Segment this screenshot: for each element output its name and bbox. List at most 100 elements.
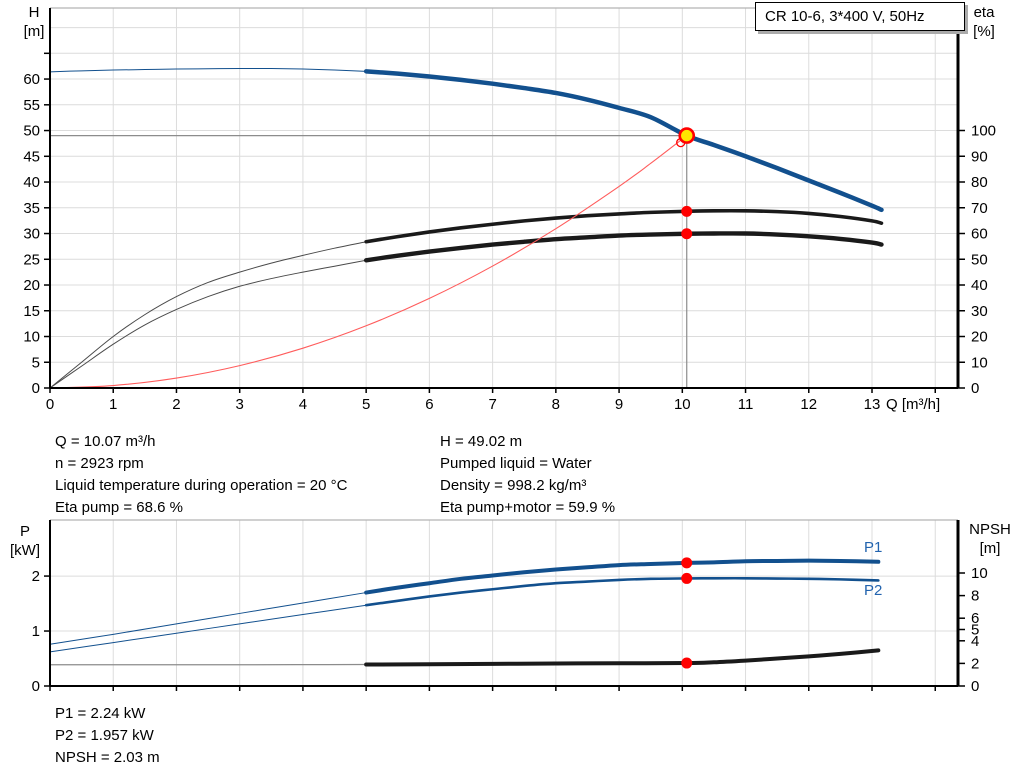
npsh-axis-title-unit: [m] — [979, 540, 1001, 557]
grid — [50, 8, 958, 388]
right-tick-label: 20 — [971, 329, 988, 346]
eta-axis-title-symbol: eta — [973, 4, 995, 21]
x-tick-label: 13 — [864, 396, 881, 413]
info-pumped-liquid: Pumped liquid = Water — [440, 455, 592, 472]
P2-curve — [364, 576, 880, 607]
x-tick-label: 5 — [362, 396, 370, 413]
info-eta-pump-motor: Eta pump+motor = 59.9 % — [440, 499, 616, 516]
right-tick-label: 2 — [971, 655, 979, 672]
right-tick-label: 4 — [971, 633, 979, 650]
head-curve-curve — [363, 69, 884, 213]
P1-curve — [364, 558, 881, 595]
left-tick-label: 0 — [32, 380, 40, 397]
duty-point-marker[interactable] — [678, 127, 696, 144]
operating-point-dot — [681, 657, 693, 669]
info-speed: n = 2923 rpm — [55, 455, 144, 472]
left-tick-label: 15 — [23, 303, 40, 320]
p-axis-title-symbol: P — [19, 523, 30, 540]
x-tick-label: 3 — [236, 396, 244, 413]
right-tick-label: 8 — [971, 588, 979, 605]
x-tick-label: 12 — [800, 396, 817, 413]
right-tick-label: 6 — [971, 610, 979, 627]
x-tick-label: 9 — [615, 396, 623, 413]
h-axis-title-unit: [m] — [23, 23, 45, 40]
right-tick-label: 0 — [971, 380, 979, 397]
left-tick-label: 1 — [32, 623, 40, 640]
eta-pump-curve — [364, 208, 884, 244]
right-tick-label: 40 — [971, 277, 988, 294]
x-tick-label: 10 — [674, 396, 691, 413]
left-tick-label: 60 — [23, 71, 40, 88]
right-tick-label: 5 — [971, 622, 979, 639]
x-tick-label: 8 — [552, 396, 560, 413]
pump-title-box: CR 10-6, 3*400 V, 50Hz — [755, 2, 965, 31]
pump-title-text: CR 10-6, 3*400 V, 50Hz — [765, 8, 925, 25]
duty-info-bottom: P1 = 2.24 kW P2 = 1.957 kW NPSH = 2.03 m — [55, 703, 160, 769]
power-npsh-chart[interactable]: 0 1 2 0 2 456 8 10 — [32, 519, 988, 695]
right-tick-label: 100 — [971, 123, 996, 140]
left-tick-label: 50 — [23, 123, 40, 140]
info-eta-pump: Eta pump = 68.6 % — [55, 499, 183, 516]
info-liquid-temperature: Liquid temperature during operation = 20… — [55, 477, 348, 494]
info-density: Density = 998.2 kg/m³ — [440, 477, 587, 494]
duty-parabola-curve-thin — [49, 135, 688, 389]
right-tick-label: 50 — [971, 251, 988, 268]
left-tick-label: 5 — [32, 354, 40, 371]
head-curve-curve-thin — [49, 67, 367, 73]
npsh-axis-title-symbol: NPSH — [969, 521, 1011, 538]
left-tick-label: 30 — [23, 226, 40, 243]
left-tick-label: 25 — [23, 251, 40, 268]
right-tick-label: 10 — [971, 354, 988, 371]
q-axis-title: Q [m³/h] — [886, 396, 941, 413]
p1-series-label: P1 — [864, 539, 883, 556]
left-tick-label: 35 — [23, 200, 40, 217]
right-tick-label: 10 — [971, 565, 988, 582]
x-tick-label: 0 — [46, 396, 54, 413]
operating-point-dot — [681, 205, 693, 217]
eta-pump-motor-curve — [363, 231, 884, 263]
eta-axis-title: eta [%] — [962, 3, 1006, 41]
operating-point-dot — [681, 557, 693, 569]
left-tick-label: 55 — [23, 97, 40, 114]
info-p2: P2 = 1.957 kW — [55, 727, 154, 744]
x-tick-label: 1 — [109, 396, 117, 413]
x-tick-label: 2 — [172, 396, 180, 413]
eta-pump-curve-thin — [49, 241, 367, 389]
info-p1: P1 = 2.24 kW — [55, 705, 146, 722]
operating-point-dot — [681, 228, 693, 240]
npsh-axis-title: NPSH [m] — [962, 520, 1018, 558]
right-tick-label: 90 — [971, 148, 988, 165]
left-tick-label: 2 — [32, 568, 40, 585]
P1-curve-thin — [49, 592, 367, 645]
p-axis-title: P [kW] — [4, 522, 46, 560]
grid — [50, 520, 958, 686]
info-h: H = 49.02 m — [440, 433, 523, 450]
P2-curve-thin — [49, 604, 367, 653]
right-tick-label: 80 — [971, 174, 988, 191]
info-q: Q = 10.07 m³/h — [55, 433, 156, 450]
NPSH-curve — [364, 648, 881, 667]
left-tick-label: 40 — [23, 174, 40, 191]
left-tick-label: 10 — [23, 329, 40, 346]
right-tick-label: 70 — [971, 200, 988, 217]
left-tick-label: 0 — [32, 678, 40, 695]
p-axis-title-unit: [kW] — [10, 542, 40, 559]
qh-chart[interactable]: 0 1 2 3 4 5 6 7 8 9 10 11 12 130510152025303540455055… — [23, 7, 996, 413]
operating-point-dot — [681, 572, 693, 584]
right-tick-label: 0 — [971, 678, 979, 695]
duty-info-left: Q = 10.07 m³/h n = 2923 rpm Liquid tempe… — [55, 431, 347, 519]
left-tick-label: 20 — [23, 277, 40, 294]
eta-pump-motor-curve-thin — [49, 259, 367, 389]
info-npsh: NPSH = 2.03 m — [55, 749, 160, 766]
right-tick-label: 30 — [971, 303, 988, 320]
p2-series-label: P2 — [864, 582, 883, 599]
left-tick-label: 45 — [23, 148, 40, 165]
h-axis-title: H [m] — [14, 3, 54, 41]
x-tick-label: 4 — [299, 396, 307, 413]
eta-axis-title-unit: [%] — [973, 23, 995, 40]
duty-info-right: H = 49.02 m Pumped liquid = Water Densit… — [440, 431, 615, 519]
h-axis-title-symbol: H — [28, 4, 40, 21]
x-tick-label: 7 — [488, 396, 496, 413]
